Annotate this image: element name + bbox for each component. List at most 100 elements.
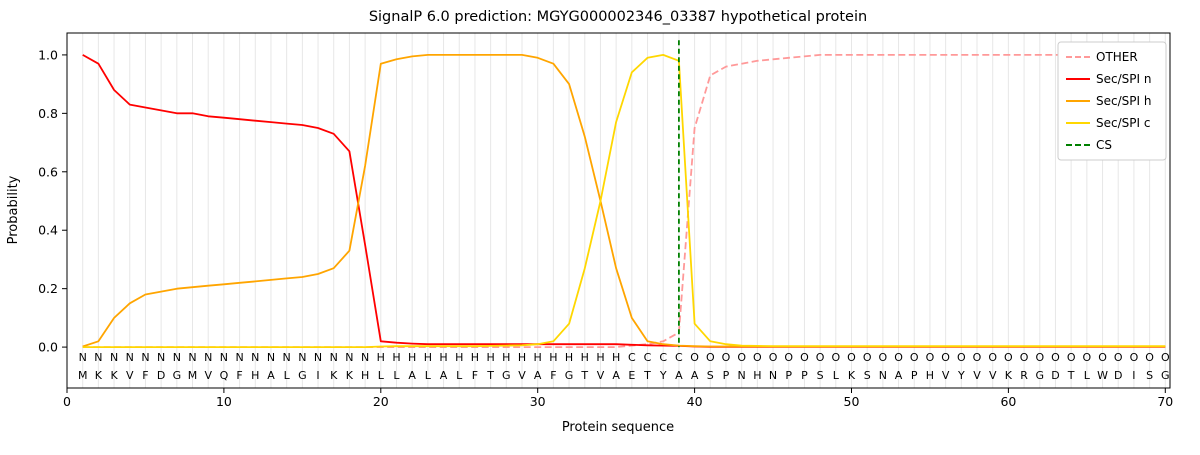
region-letter: N [157, 351, 165, 364]
sequence-letter: L [456, 369, 463, 382]
region-letter: O [1145, 351, 1154, 364]
sequence-letter: A [612, 369, 620, 382]
x-tick-label: 10 [216, 394, 232, 409]
region-letter: N [126, 351, 134, 364]
region-letter: O [926, 351, 935, 364]
x-tick-label: 20 [373, 394, 389, 409]
region-letter: N [188, 351, 196, 364]
region-letter: O [722, 351, 731, 364]
sequence-letter: L [1084, 369, 1091, 382]
sequence-letter: V [126, 369, 134, 382]
region-letter: H [377, 351, 385, 364]
sequence-letter: S [707, 369, 714, 382]
legend-label-other: OTHER [1096, 50, 1138, 64]
sequence-letter: D [1051, 369, 1059, 382]
sequence-letter: F [472, 369, 478, 382]
region-letter: O [690, 351, 699, 364]
sequence-letter: G [1161, 369, 1170, 382]
y-tick-label: 0.6 [38, 164, 58, 179]
sequence-letter: V [518, 369, 526, 382]
x-tick-label: 30 [530, 394, 546, 409]
region-letter: N [298, 351, 306, 364]
sequence-letter: L [393, 369, 400, 382]
x-tick-label: 50 [844, 394, 860, 409]
sequence-letter: R [1020, 369, 1028, 382]
x-axis-label: Protein sequence [562, 420, 674, 435]
region-letter: N [79, 351, 87, 364]
sequence-letter: W [1097, 369, 1108, 382]
sequence-letter: N [738, 369, 746, 382]
region-letter: H [534, 351, 542, 364]
sequence-letter: K [848, 369, 856, 382]
sequence-letter: P [801, 369, 808, 382]
region-letter: N [345, 351, 353, 364]
sequence-letter: V [973, 369, 981, 382]
region-letter: H [596, 351, 604, 364]
sequence-letter: G [565, 369, 574, 382]
region-letter: H [565, 351, 573, 364]
legend-label-sec-spi-c: Sec/SPI c [1096, 116, 1150, 130]
sequence-letter: K [110, 369, 118, 382]
x-tick-label: 60 [1000, 394, 1016, 409]
region-letter: C [644, 351, 652, 364]
region-letter: O [894, 351, 903, 364]
region-letter: H [392, 351, 400, 364]
x-tick-label: 70 [1157, 394, 1173, 409]
sequence-letter: P [785, 369, 792, 382]
region-letter: O [784, 351, 793, 364]
sequence-letter: Q [220, 369, 229, 382]
region-letter: O [769, 351, 778, 364]
sequence-letter: N [769, 369, 777, 382]
region-letter: N [110, 351, 118, 364]
sequence-letter: L [425, 369, 432, 382]
region-letter: O [988, 351, 997, 364]
y-tick-label: 0.4 [38, 223, 58, 238]
region-letter: O [1004, 351, 1013, 364]
region-letter: H [518, 351, 526, 364]
region-letter: H [439, 351, 447, 364]
sequence-letter: S [817, 369, 824, 382]
region-letter: O [879, 351, 888, 364]
sequence-letter: A [408, 369, 416, 382]
region-letter: N [235, 351, 243, 364]
legend-label-sec-spi-h: Sec/SPI h [1096, 94, 1151, 108]
region-letter: N [173, 351, 181, 364]
sequence-letter: I [316, 369, 319, 382]
sequence-letter: H [926, 369, 934, 382]
region-letter: N [251, 351, 259, 364]
region-letter: O [1035, 351, 1044, 364]
region-letter: C [628, 351, 636, 364]
sequence-letter: S [1146, 369, 1153, 382]
region-letter: N [314, 351, 322, 364]
sequence-letter: A [440, 369, 448, 382]
plot-frame [66, 32, 1171, 389]
sequence-letter: L [284, 369, 291, 382]
region-letter: H [408, 351, 416, 364]
legend-box [1057, 41, 1167, 161]
sequence-letter: P [911, 369, 918, 382]
sequence-letter: A [675, 369, 683, 382]
region-letter: O [753, 351, 762, 364]
region-letter: O [1083, 351, 1092, 364]
x-tick-label: 40 [687, 394, 703, 409]
sequence-letter: N [879, 369, 887, 382]
sequence-letter: K [330, 369, 338, 382]
series-sec-spi-c [82, 54, 1166, 349]
sequence-letter: V [989, 369, 997, 382]
region-letter: O [910, 351, 919, 364]
sequence-letter: H [251, 369, 259, 382]
sequence-letter: V [204, 369, 212, 382]
sequence-letter: T [580, 369, 588, 382]
sequence-letter: K [1005, 369, 1013, 382]
sequence-letter: H [361, 369, 369, 382]
sequence-letter: L [833, 369, 840, 382]
region-letter: H [502, 351, 510, 364]
sequence-letter: K [95, 369, 103, 382]
region-letter: O [706, 351, 715, 364]
region-letter: N [204, 351, 212, 364]
region-letter: H [549, 351, 557, 364]
region-letter: O [816, 351, 825, 364]
region-letter: C [659, 351, 667, 364]
